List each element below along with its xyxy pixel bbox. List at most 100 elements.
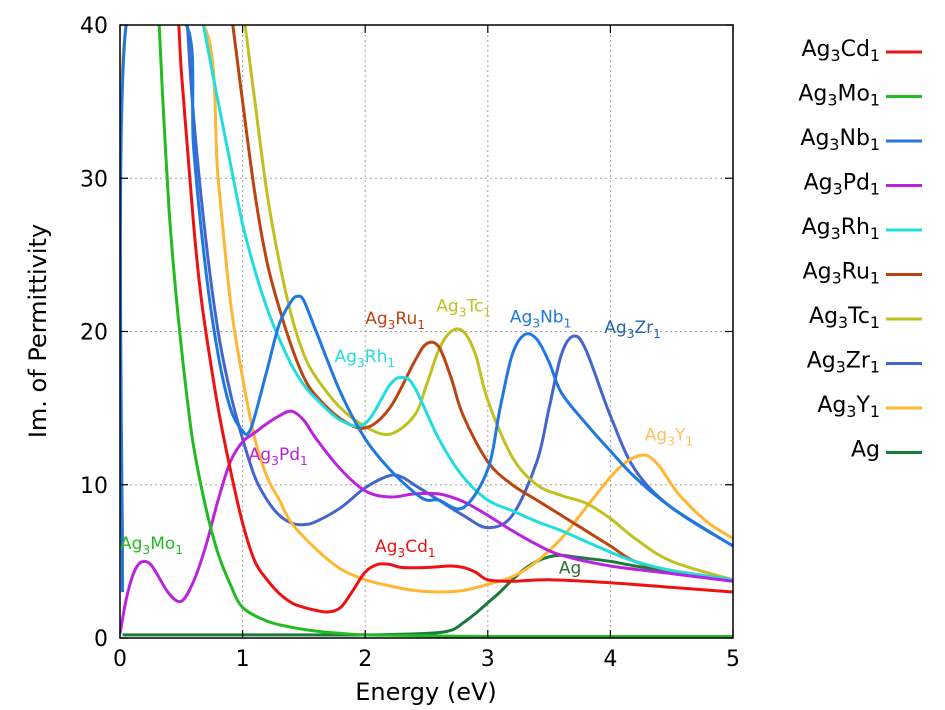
annotation-ag3pd1: Ag3Pd1 — [249, 445, 308, 468]
subscript: 3 — [838, 313, 848, 332]
series-line-ag3ru1 — [231, 25, 733, 582]
text-part: Mo — [837, 82, 869, 107]
axis-ticks: 0 1 2 3 4 5 0 10 20 30 40 — [80, 14, 740, 672]
text-part: Nb — [840, 126, 870, 151]
x-tick-label: 1 — [236, 647, 250, 672]
annotation-ag3tc1: Ag3Tc1 — [436, 297, 491, 320]
annotation-ag3rh1: Ag3Rh1 — [335, 347, 396, 370]
text-part: Mo — [150, 534, 175, 554]
subscript: 1 — [300, 454, 308, 468]
series-line-ag — [122, 553, 733, 637]
subscript: 1 — [870, 180, 880, 199]
subscript: 1 — [653, 327, 661, 341]
text-part: Rh — [841, 215, 870, 240]
x-tick-label: 4 — [603, 647, 617, 672]
text-part: Ag — [803, 260, 832, 285]
series-line-ag3rh1 — [201, 25, 733, 582]
subscript: 3 — [832, 269, 842, 288]
subscript: 1 — [483, 306, 491, 320]
text-part: Tc — [847, 304, 870, 329]
text-part: Ag — [807, 349, 836, 374]
series-line-ag3pd1 — [120, 409, 733, 634]
series-line-ag3cd1 — [177, 25, 733, 614]
text-part: Tc — [466, 297, 484, 317]
subscript: 3 — [836, 358, 846, 377]
subscript: 3 — [831, 224, 841, 243]
legend-label-ag3cd1: Ag3Cd1 — [802, 37, 881, 65]
legend-label-ag3zr1: Ag3Zr1 — [807, 349, 880, 377]
subscript: 3 — [357, 356, 365, 370]
grid — [120, 25, 733, 638]
text-part: Ru — [842, 260, 870, 285]
subscript: 1 — [870, 46, 880, 65]
text-part: Ag — [645, 425, 667, 445]
subscript: 1 — [870, 224, 880, 243]
series-line-ag3mo1 — [157, 25, 733, 638]
x-tick-label: 2 — [358, 647, 372, 672]
text-part: Nb — [540, 307, 564, 327]
series-line-ag3y1 — [120, 25, 733, 594]
subscript: 1 — [175, 543, 183, 557]
text-part: Ag — [851, 438, 880, 463]
text-part: Pd — [279, 445, 300, 465]
x-tick-label: 3 — [481, 647, 495, 672]
subscript: 3 — [846, 402, 856, 421]
annotation-ag3cd1: Ag3Cd1 — [375, 537, 436, 560]
series-lines — [120, 25, 733, 638]
legend-label-ag: Ag — [851, 438, 880, 463]
subscript: 1 — [685, 434, 693, 448]
text-part: Ag — [120, 534, 142, 554]
legend-label-ag3pd1: Ag3Pd1 — [804, 171, 880, 199]
subscript: 3 — [271, 454, 279, 468]
text-part: Y — [855, 393, 870, 418]
y-tick-label: 10 — [80, 474, 108, 499]
annotation-ag3y1: Ag3Y1 — [645, 425, 693, 448]
text-part: Rh — [365, 347, 388, 367]
text-part: Ag — [375, 537, 397, 557]
subscript: 1 — [870, 269, 880, 288]
subscript: 1 — [417, 318, 425, 332]
text-part: Ru — [395, 309, 417, 329]
annotation-ag: Ag — [559, 559, 581, 579]
y-tick-label: 0 — [94, 627, 108, 652]
y-axis-label: Im. of Permittivity — [24, 224, 52, 438]
legend: Ag3Cd1Ag3Mo1Ag3Nb1Ag3Pd1Ag3Rh1Ag3Ru1Ag3T… — [798, 37, 922, 463]
subscript: 3 — [667, 434, 675, 448]
legend-label-ag3y1: Ag3Y1 — [817, 393, 880, 421]
x-axis-label: Energy (eV) — [355, 678, 497, 706]
text-part: Y — [674, 425, 686, 445]
subscript: 1 — [870, 402, 880, 421]
subscript: 3 — [388, 318, 396, 332]
subscript: 1 — [870, 135, 880, 154]
text-part: Zr — [846, 349, 871, 374]
text-part: Ag — [802, 215, 831, 240]
x-tick-label: 0 — [113, 647, 127, 672]
text-part: Ag — [335, 347, 357, 367]
annotation-ag3nb1: Ag3Nb1 — [510, 307, 572, 330]
text-part: Ag — [809, 304, 838, 329]
legend-label-ag3nb1: Ag3Nb1 — [800, 126, 880, 154]
annotation-ag3zr1: Ag3Zr1 — [604, 318, 661, 341]
x-tick-label: 5 — [726, 647, 740, 672]
subscript: 3 — [827, 91, 837, 110]
subscript: 3 — [397, 546, 405, 560]
text-part: Zr — [634, 318, 653, 338]
subscript: 1 — [870, 358, 880, 377]
legend-label-ag3tc1: Ag3Tc1 — [809, 304, 880, 332]
text-part: Ag — [800, 126, 829, 151]
text-part: Ag — [804, 171, 833, 196]
text-part: Ag — [559, 559, 581, 579]
legend-label-ag3mo1: Ag3Mo1 — [798, 82, 880, 110]
text-part: Cd — [405, 537, 428, 557]
subscript: 1 — [870, 91, 880, 110]
text-part: Pd — [843, 171, 870, 196]
subscript: 1 — [564, 316, 572, 330]
subscript: 3 — [459, 306, 467, 320]
subscript: 1 — [387, 356, 395, 370]
text-part: Ag — [604, 318, 626, 338]
series-line-ag3zr1 — [185, 25, 733, 548]
annotation-ag3mo1: Ag3Mo1 — [120, 534, 183, 557]
subscript: 3 — [833, 180, 843, 199]
